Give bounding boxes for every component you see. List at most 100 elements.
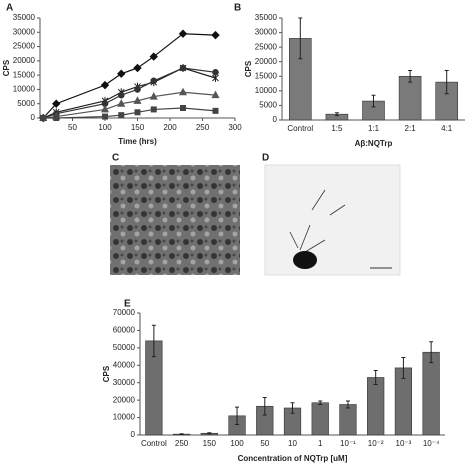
- error-bar: [373, 370, 378, 385]
- marker: [211, 90, 220, 99]
- error-bar: [290, 402, 295, 414]
- y-tick-label: 20000: [113, 395, 136, 404]
- bar: [367, 377, 385, 436]
- y-tick-label: 50000: [113, 343, 136, 352]
- x-tick-label: 150: [203, 439, 217, 448]
- x-tick-label: 250: [196, 123, 210, 132]
- marker: [134, 86, 141, 93]
- marker: [211, 30, 220, 40]
- error-bar: [334, 112, 339, 117]
- marker: [117, 91, 125, 99]
- error-bar: [235, 406, 240, 426]
- y-tick-label: 10000: [113, 413, 136, 422]
- line: [43, 91, 216, 119]
- marker: [180, 105, 186, 111]
- marker: [40, 115, 47, 121]
- x-tick-label: 50: [260, 439, 269, 448]
- x-tick-label: 10: [288, 439, 297, 448]
- x-tick-label: 2:1: [405, 124, 417, 133]
- bar: [398, 75, 422, 121]
- y-tick-label: 20000: [255, 57, 278, 66]
- micrograph-d: [264, 164, 401, 276]
- line: [43, 67, 216, 119]
- y-tick-label: 0: [273, 115, 278, 124]
- x-tick-label: 10⁻¹: [340, 439, 356, 448]
- y-tick-label: 10000: [255, 86, 278, 95]
- marker: [150, 77, 158, 85]
- panel-label: D: [262, 153, 269, 164]
- error-bar: [429, 341, 434, 364]
- marker: [52, 99, 61, 108]
- x-tick-label: 10⁻⁴: [423, 439, 440, 448]
- micrograph-shade: [110, 165, 240, 275]
- marker: [117, 99, 126, 107]
- y-tick-label: 5000: [17, 99, 35, 108]
- x-tick-label: 4:1: [441, 124, 453, 133]
- y-tick-label: 35000: [13, 13, 36, 22]
- y-tick-label: 0: [31, 113, 36, 122]
- x-axis-label: Concentration of NQTrp [uM]: [238, 454, 348, 463]
- error-bar: [444, 69, 449, 95]
- aggregate: [293, 251, 317, 269]
- marker: [117, 69, 126, 78]
- error-bar: [345, 400, 350, 409]
- x-tick-label: 10⁻³: [396, 439, 412, 448]
- y-tick-label: 25000: [13, 42, 36, 51]
- y-tick-label: 20000: [13, 56, 36, 65]
- y-tick-label: 15000: [13, 70, 36, 79]
- error-bar: [262, 397, 267, 416]
- y-tick-label: 25000: [255, 42, 278, 51]
- x-axis-label: Time (hrs): [118, 137, 157, 146]
- marker: [134, 109, 141, 116]
- y-tick-label: 30000: [113, 378, 136, 387]
- y-tick-label: 30000: [13, 27, 36, 36]
- marker: [100, 80, 110, 90]
- line: [42, 33, 216, 119]
- error-bar: [298, 17, 303, 60]
- error-bar: [207, 432, 212, 435]
- marker: [178, 29, 188, 38]
- panel-label: A: [6, 3, 13, 14]
- marker: [212, 107, 219, 114]
- y-tick-label: 60000: [113, 326, 136, 335]
- bar: [311, 402, 329, 436]
- x-tick-label: Control: [287, 124, 313, 133]
- panel-label: B: [234, 3, 241, 14]
- error-bar: [371, 94, 376, 108]
- x-tick-label: 50: [68, 123, 77, 132]
- marker: [150, 106, 157, 113]
- marker: [149, 52, 158, 61]
- marker: [179, 64, 187, 72]
- x-tick-label: 100: [230, 439, 244, 448]
- error-bar: [401, 356, 406, 379]
- panel-label: C: [112, 153, 119, 164]
- bar: [422, 351, 440, 436]
- marker: [53, 115, 60, 121]
- y-tick-label: 15000: [255, 71, 278, 80]
- y-tick-label: 10000: [13, 85, 36, 94]
- x-tick-label: 1:1: [368, 124, 380, 133]
- x-axis-label: Aβ:NQTrp: [355, 139, 393, 148]
- x-tick-label: 1:5: [331, 124, 343, 133]
- x-tick-label: 200: [163, 123, 177, 132]
- bar: [339, 404, 357, 436]
- marker: [102, 113, 108, 120]
- marker: [133, 96, 142, 104]
- x-tick-label: 250: [175, 439, 189, 448]
- x-tick-label: 300: [228, 123, 242, 132]
- y-tick-label: 40000: [113, 360, 136, 369]
- x-tick-label: 150: [131, 123, 145, 132]
- line: [43, 107, 216, 119]
- error-bar: [408, 69, 413, 83]
- y-tick-label: 70000: [113, 308, 136, 317]
- marker: [100, 104, 110, 113]
- panel-label: E: [124, 299, 131, 310]
- error-bar: [179, 433, 184, 435]
- marker: [118, 112, 125, 119]
- micrograph-c: [110, 165, 240, 275]
- y-axis-label: CPS: [102, 365, 111, 382]
- marker: [178, 87, 188, 96]
- error-bar: [151, 324, 156, 358]
- marker: [149, 92, 158, 100]
